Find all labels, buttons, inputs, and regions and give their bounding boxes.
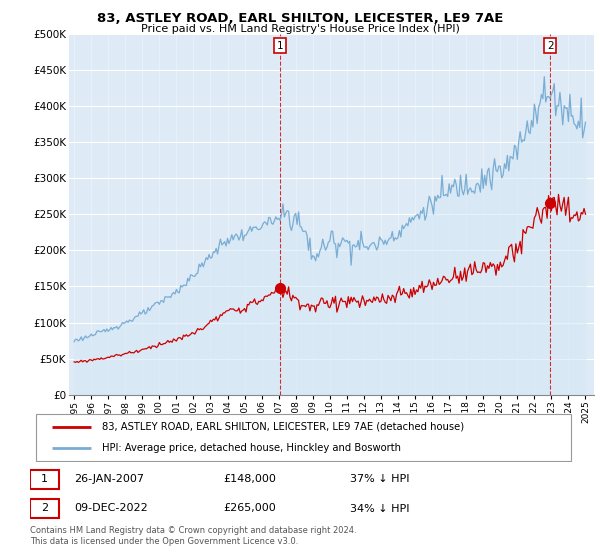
Text: 26-JAN-2007: 26-JAN-2007	[74, 474, 144, 484]
Text: 34% ↓ HPI: 34% ↓ HPI	[350, 503, 410, 514]
FancyBboxPatch shape	[35, 414, 571, 461]
Text: Contains HM Land Registry data © Crown copyright and database right 2024.
This d: Contains HM Land Registry data © Crown c…	[30, 526, 356, 546]
Text: 09-DEC-2022: 09-DEC-2022	[74, 503, 148, 514]
Text: 1: 1	[41, 474, 48, 484]
Text: 83, ASTLEY ROAD, EARL SHILTON, LEICESTER, LE9 7AE (detached house): 83, ASTLEY ROAD, EARL SHILTON, LEICESTER…	[102, 422, 464, 432]
Text: 83, ASTLEY ROAD, EARL SHILTON, LEICESTER, LE9 7AE: 83, ASTLEY ROAD, EARL SHILTON, LEICESTER…	[97, 12, 503, 25]
FancyBboxPatch shape	[30, 470, 59, 489]
Text: 2: 2	[547, 41, 554, 51]
Text: 37% ↓ HPI: 37% ↓ HPI	[350, 474, 410, 484]
Text: HPI: Average price, detached house, Hinckley and Bosworth: HPI: Average price, detached house, Hinc…	[102, 443, 401, 453]
Text: Price paid vs. HM Land Registry's House Price Index (HPI): Price paid vs. HM Land Registry's House …	[140, 24, 460, 34]
Text: 2: 2	[41, 503, 48, 514]
Text: £148,000: £148,000	[223, 474, 276, 484]
FancyBboxPatch shape	[30, 499, 59, 518]
Text: £265,000: £265,000	[223, 503, 276, 514]
Text: 1: 1	[277, 41, 283, 51]
